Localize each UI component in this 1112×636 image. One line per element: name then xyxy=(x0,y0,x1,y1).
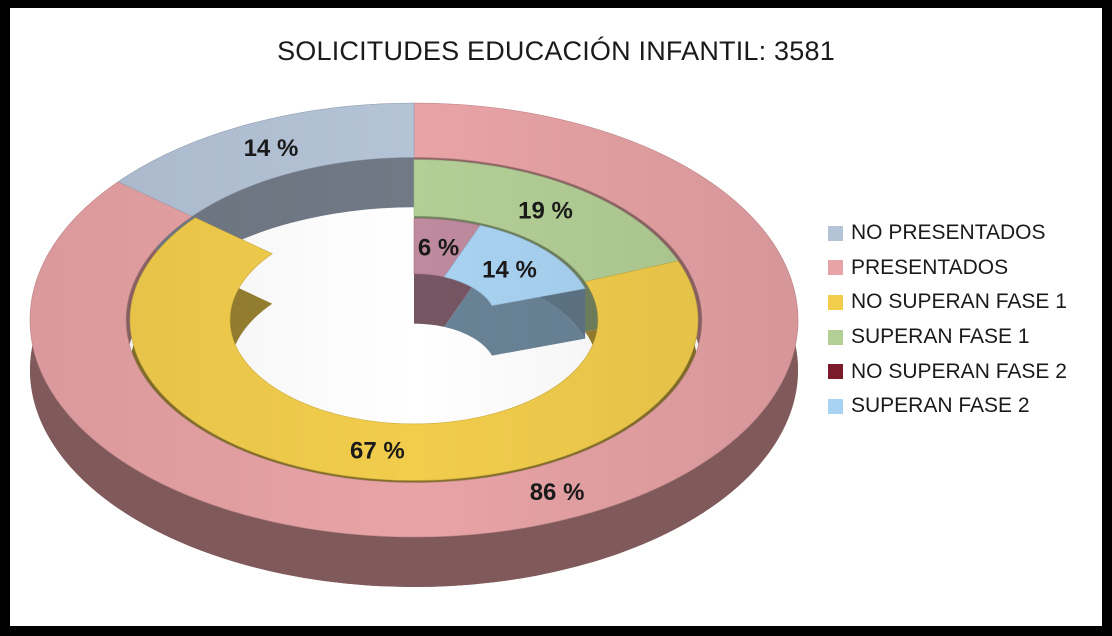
data-label-presentados: 86 % xyxy=(530,479,585,506)
data-label-superan-fase-2: 14 % xyxy=(482,256,537,283)
legend-swatch xyxy=(828,364,843,380)
legend-label: SUPERAN FASE 2 xyxy=(851,394,1030,418)
legend-swatch xyxy=(828,398,843,414)
chart-data-labels: 86 % 14 % 19 % 67 % 6 % 14 % xyxy=(244,135,585,506)
data-label-no-superan-fase-2: 6 % xyxy=(418,234,459,261)
legend-swatch xyxy=(828,294,843,310)
legend-label: NO SUPERAN FASE 1 xyxy=(851,290,1067,314)
legend-swatch xyxy=(828,260,843,276)
data-label-no-superan-fase-1: 67 % xyxy=(350,438,405,465)
legend-swatch xyxy=(828,329,843,345)
legend-item: NO SUPERAN FASE 1 xyxy=(828,285,1067,320)
data-label-superan-fase-1: 19 % xyxy=(518,198,573,225)
legend-item: PRESENTADOS xyxy=(828,251,1067,286)
chart-legend: NO PRESENTADOS PRESENTADOS NO SUPERAN FASE… xyxy=(828,216,1067,424)
legend-item: NO PRESENTADOS xyxy=(828,216,1067,251)
data-label-no-presentados: 14 % xyxy=(244,135,299,162)
legend-label: PRESENTADOS xyxy=(851,255,1009,279)
legend-label: SUPERAN FASE 1 xyxy=(851,325,1030,349)
legend-label: NO SUPERAN FASE 2 xyxy=(851,359,1067,383)
legend-label: NO PRESENTADOS xyxy=(851,221,1046,245)
legend-swatch xyxy=(828,225,843,241)
chart-rings xyxy=(29,102,799,538)
ring-shading xyxy=(30,103,798,537)
chart-panel: SOLICITUDES EDUCACIÓN INFANTIL: 3581 86 … xyxy=(10,8,1102,626)
donut-chart: 86 % 14 % 19 % 67 % 6 % 14 % xyxy=(29,102,799,587)
chart-title: SOLICITUDES EDUCACIÓN INFANTIL: 3581 xyxy=(277,36,835,66)
legend-item: SUPERAN FASE 1 xyxy=(828,320,1067,355)
legend-item: NO SUPERAN FASE 2 xyxy=(828,354,1067,389)
legend-item: SUPERAN FASE 2 xyxy=(828,389,1067,424)
